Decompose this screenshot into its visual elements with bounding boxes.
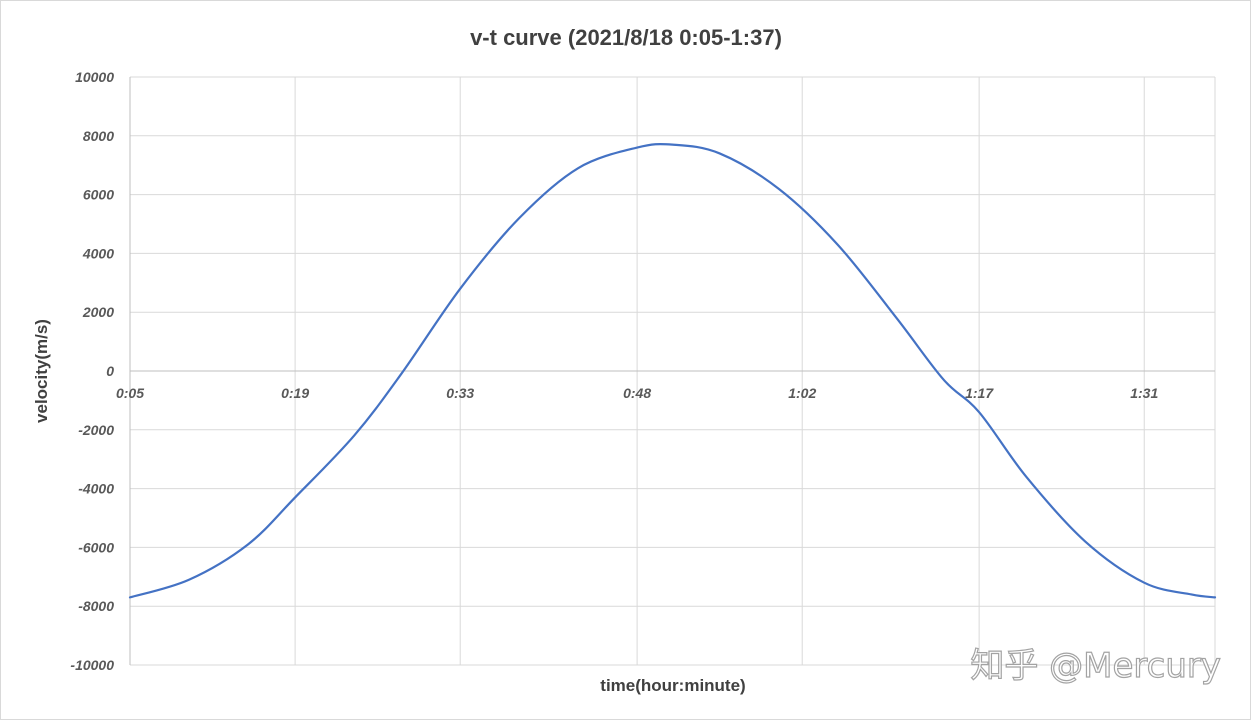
x-tick-label: 0:33 — [446, 385, 474, 401]
y-tick-label: 2000 — [82, 304, 114, 320]
x-tick-label: 1:31 — [1130, 385, 1158, 401]
x-tick-label: 0:05 — [116, 385, 144, 401]
x-tick-label: 0:19 — [281, 385, 309, 401]
y-tick-label: 0 — [106, 363, 114, 379]
series-layer — [128, 142, 1217, 599]
x-tick-label: 1:02 — [788, 385, 816, 401]
y-tick-label: -8000 — [78, 598, 114, 614]
tick-layer: 10000 8000 6000 4000 2000 0 -2000 -4000 -6000 -80… — [70, 69, 1158, 673]
x-tick-label: 0:48 — [623, 385, 651, 401]
y-tick-label: -4000 — [78, 481, 114, 497]
chart-title: v-t curve (2021/8/18 0:05-1:37) — [470, 25, 782, 50]
x-tick-label: 1:17 — [965, 385, 994, 401]
y-tick-label: 6000 — [83, 187, 114, 203]
watermark: 知乎 @Mercury — [970, 646, 1221, 686]
x-axis-title: time(hour:minute) — [600, 676, 745, 695]
y-tick-label: 10000 — [75, 69, 114, 85]
axis-layer — [129, 77, 1215, 665]
y-tick-label: 4000 — [82, 245, 114, 261]
y-tick-label: -2000 — [78, 422, 114, 438]
y-axis-title: velocity(m/s) — [32, 319, 51, 423]
y-tick-label: 8000 — [83, 128, 114, 144]
velocity-series-line — [128, 142, 1217, 599]
y-tick-label: -10000 — [70, 657, 114, 673]
y-tick-label: -6000 — [78, 539, 114, 555]
